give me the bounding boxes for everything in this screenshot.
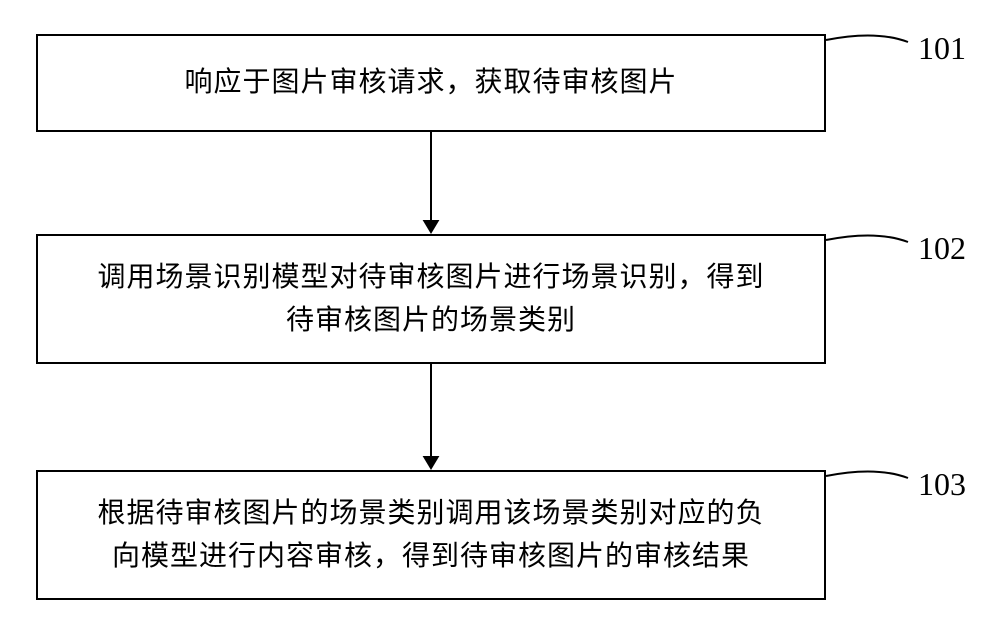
flow-node-1: 响应于图片审核请求，获取待审核图片 bbox=[36, 34, 826, 132]
flowchart-canvas: 响应于图片审核请求，获取待审核图片 101 调用场景识别模型对待审核图片进行场景… bbox=[0, 0, 1000, 641]
leader-line-1 bbox=[822, 26, 912, 46]
leader-line-2 bbox=[822, 226, 912, 246]
arrow-1 bbox=[415, 132, 447, 234]
flow-node-1-label: 101 bbox=[918, 30, 966, 67]
flow-node-3-label: 103 bbox=[918, 466, 966, 503]
flow-node-3-text: 根据待审核图片的场景类别调用该场景类别对应的负 向模型进行内容审核，得到待审核图… bbox=[97, 492, 764, 579]
flow-node-2-label: 102 bbox=[918, 230, 966, 267]
flow-node-2: 调用场景识别模型对待审核图片进行场景识别，得到 待审核图片的场景类别 bbox=[36, 234, 826, 364]
flow-node-3: 根据待审核图片的场景类别调用该场景类别对应的负 向模型进行内容审核，得到待审核图… bbox=[36, 470, 826, 600]
flow-node-2-text: 调用场景识别模型对待审核图片进行场景识别，得到 待审核图片的场景类别 bbox=[97, 256, 764, 343]
arrow-2 bbox=[415, 364, 447, 470]
flow-node-1-text: 响应于图片审核请求，获取待审核图片 bbox=[184, 61, 677, 104]
leader-line-3 bbox=[822, 462, 912, 482]
